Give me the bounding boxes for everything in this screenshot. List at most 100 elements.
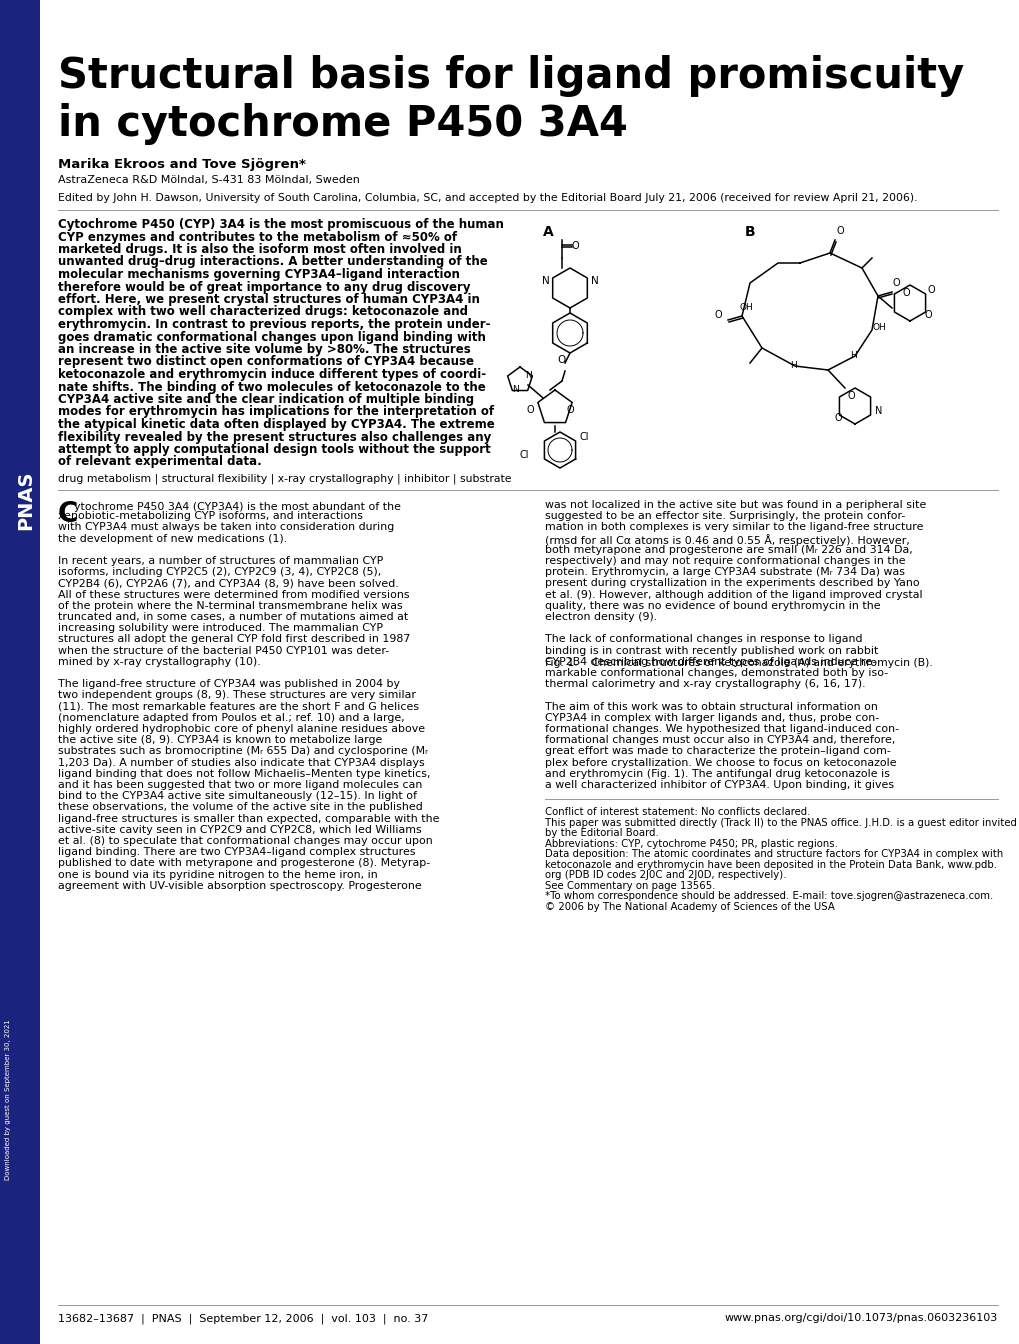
Text: drug metabolism | structural flexibility | x-ray crystallography | inhibitor | s: drug metabolism | structural flexibility…	[58, 474, 511, 484]
Text: complex with two well characterized drugs: ketoconazole and: complex with two well characterized drug…	[58, 305, 468, 319]
Text: ketoconazole and erythromycin induce different types of coordi-: ketoconazole and erythromycin induce dif…	[58, 368, 486, 380]
Text: agreement with UV-visible absorption spectroscopy. Progesterone: agreement with UV-visible absorption spe…	[58, 880, 421, 891]
Text: nate shifts. The binding of two molecules of ketoconazole to the: nate shifts. The binding of two molecule…	[58, 380, 485, 394]
Text: xenobiotic-metabolizing CYP isoforms, and interactions: xenobiotic-metabolizing CYP isoforms, an…	[58, 511, 363, 521]
Text: B: B	[744, 224, 755, 239]
Text: highly ordered hydrophobic core of phenyl alanine residues above: highly ordered hydrophobic core of pheny…	[58, 724, 425, 734]
Text: flexibility revealed by the present structures also challenges any: flexibility revealed by the present stru…	[58, 430, 491, 444]
Text: bind to the CYP3A4 active site simultaneously (12–15). In light of: bind to the CYP3A4 active site simultane…	[58, 792, 417, 801]
Text: when the structure of the bacterial P450 CYP101 was deter-: when the structure of the bacterial P450…	[58, 645, 389, 656]
Text: effort. Here, we present crystal structures of human CYP3A4 in: effort. Here, we present crystal structu…	[58, 293, 479, 306]
Text: The ligand-free structure of CYP3A4 was published in 2004 by: The ligand-free structure of CYP3A4 was …	[58, 679, 399, 689]
Text: marketed drugs. It is also the isoform most often involved in: marketed drugs. It is also the isoform m…	[58, 243, 462, 255]
Text: these observations, the volume of the active site in the published: these observations, the volume of the ac…	[58, 802, 422, 812]
Text: N: N	[590, 276, 598, 286]
Text: markable conformational changes, demonstrated both by iso-: markable conformational changes, demonst…	[544, 668, 888, 677]
Text: quality, there was no evidence of bound erythromycin in the: quality, there was no evidence of bound …	[544, 601, 879, 610]
Text: CYP2B4 (6), CYP2A6 (7), and CYP3A4 (8, 9) have been solved.: CYP2B4 (6), CYP2A6 (7), and CYP3A4 (8, 9…	[58, 578, 398, 589]
Text: O: O	[902, 288, 910, 298]
Text: 13682–13687  |  PNAS  |  September 12, 2006  |  vol. 103  |  no. 37: 13682–13687 | PNAS | September 12, 2006 …	[58, 1313, 428, 1324]
Text: All of these structures were determined from modified versions: All of these structures were determined …	[58, 590, 410, 599]
Text: unwanted drug–drug interactions. A better understanding of the: unwanted drug–drug interactions. A bette…	[58, 255, 487, 269]
Text: of relevant experimental data.: of relevant experimental data.	[58, 456, 262, 469]
Text: AstraZeneca R&D Mölndal, S-431 83 Mölndal, Sweden: AstraZeneca R&D Mölndal, S-431 83 Mölnda…	[58, 175, 360, 185]
Text: erythromycin. In contrast to previous reports, the protein under-: erythromycin. In contrast to previous re…	[58, 319, 490, 331]
Text: ligand binding. There are two CYP3A4–ligand complex structures: ligand binding. There are two CYP3A4–lig…	[58, 847, 415, 857]
Text: (nomenclature adapted from Poulos et al.; ref. 10) and a large,: (nomenclature adapted from Poulos et al.…	[58, 712, 405, 723]
Text: great effort was made to characterize the protein–ligand com-: great effort was made to characterize th…	[544, 746, 890, 757]
Text: O: O	[837, 226, 844, 237]
Text: Downloaded by guest on September 30, 2021: Downloaded by guest on September 30, 202…	[5, 1020, 11, 1180]
Text: thermal calorimetry and x-ray crystallography (6, 16, 17).: thermal calorimetry and x-ray crystallog…	[544, 679, 865, 689]
Text: CYP3A4 active site and the clear indication of multiple binding: CYP3A4 active site and the clear indicat…	[58, 392, 474, 406]
Text: goes dramatic conformational changes upon ligand binding with: goes dramatic conformational changes upo…	[58, 331, 485, 344]
Text: one is bound via its pyridine nitrogen to the heme iron, in: one is bound via its pyridine nitrogen t…	[58, 870, 377, 879]
Text: O: O	[847, 391, 855, 401]
Text: electron density (9).: electron density (9).	[544, 612, 656, 622]
Text: ytochrome P450 3A4 (CYP3A4) is the most abundant of the: ytochrome P450 3A4 (CYP3A4) is the most …	[74, 503, 400, 512]
Text: Fig. 1.    Chemical structures of ketoconazole (A) and erythromycin (B).: Fig. 1. Chemical structures of ketoconaz…	[544, 659, 931, 668]
Text: Marika Ekroos and Tove Sjögren*: Marika Ekroos and Tove Sjögren*	[58, 159, 306, 171]
Text: and it has been suggested that two or more ligand molecules can: and it has been suggested that two or mo…	[58, 780, 422, 790]
Text: Data deposition: The atomic coordinates and structure factors for CYP3A4 in comp: Data deposition: The atomic coordinates …	[544, 849, 1003, 859]
Text: OH: OH	[739, 302, 753, 312]
Text: mation in both complexes is very similar to the ligand-free structure: mation in both complexes is very similar…	[544, 523, 922, 532]
Text: of the protein where the N-terminal transmembrane helix was: of the protein where the N-terminal tran…	[58, 601, 403, 610]
Text: Cytochrome P450 (CYP) 3A4 is the most promiscuous of the human: Cytochrome P450 (CYP) 3A4 is the most pr…	[58, 218, 503, 231]
Text: both metyrapone and progesterone are small (Mᵣ 226 and 314 Da,: both metyrapone and progesterone are sma…	[544, 544, 912, 555]
Text: et al. (8) to speculate that conformational changes may occur upon: et al. (8) to speculate that conformatio…	[58, 836, 432, 845]
Text: CYP3A4 in complex with larger ligands and, thus, probe con-: CYP3A4 in complex with larger ligands an…	[544, 712, 878, 723]
Text: present during crystallization in the experiments described by Yano: present during crystallization in the ex…	[544, 578, 919, 589]
Text: ketoconazole and erythromycin have been deposited in the Protein Data Bank, www.: ketoconazole and erythromycin have been …	[544, 860, 996, 870]
Text: The aim of this work was to obtain structural information on: The aim of this work was to obtain struc…	[544, 702, 877, 711]
Text: org (PDB ID codes 2J0C and 2J0D, respectively).: org (PDB ID codes 2J0C and 2J0D, respect…	[544, 870, 786, 880]
Text: plex before crystallization. We choose to focus on ketoconazole: plex before crystallization. We choose t…	[544, 758, 896, 767]
Text: mined by x-ray crystallography (10).: mined by x-ray crystallography (10).	[58, 657, 261, 667]
Text: O: O	[572, 241, 579, 251]
Text: C: C	[58, 500, 78, 528]
Text: *To whom correspondence should be addressed. E-mail: tove.sjogren@astrazeneca.co: *To whom correspondence should be addres…	[544, 891, 993, 902]
Text: the development of new medications (1).: the development of new medications (1).	[58, 534, 286, 543]
Text: formational changes must occur also in CYP3A4 and, therefore,: formational changes must occur also in C…	[544, 735, 895, 745]
Text: O: O	[835, 413, 842, 423]
Text: N: N	[512, 384, 519, 394]
Text: represent two distinct open conformations of CYP3A4 because: represent two distinct open conformation…	[58, 356, 474, 368]
Text: N: N	[541, 276, 549, 286]
Text: truncated and, in some cases, a number of mutations aimed at: truncated and, in some cases, a number o…	[58, 612, 408, 622]
Text: Cl: Cl	[580, 431, 589, 442]
Text: modes for erythromycin has implications for the interpretation of: modes for erythromycin has implications …	[58, 406, 493, 418]
Text: Conflict of interest statement: No conflicts declared.: Conflict of interest statement: No confl…	[544, 808, 809, 817]
Text: the active site (8, 9). CYP3A4 is known to metabolize large: the active site (8, 9). CYP3A4 is known …	[58, 735, 382, 745]
Text: was not localized in the active site but was found in a peripheral site: was not localized in the active site but…	[544, 500, 925, 509]
Text: attempt to apply computational design tools without the support: attempt to apply computational design to…	[58, 444, 490, 456]
Text: www.pnas.org/cgi/doi/10.1073/pnas.0603236103: www.pnas.org/cgi/doi/10.1073/pnas.060323…	[725, 1313, 997, 1322]
Text: Abbreviations: CYP, cytochrome P450; PR, plastic regions.: Abbreviations: CYP, cytochrome P450; PR,…	[544, 839, 837, 848]
Text: In recent years, a number of structures of mammalian CYP: In recent years, a number of structures …	[58, 556, 383, 566]
Text: Structural basis for ligand promiscuity: Structural basis for ligand promiscuity	[58, 55, 963, 97]
Text: © 2006 by The National Academy of Sciences of the USA: © 2006 by The National Academy of Scienc…	[544, 902, 834, 911]
Text: therefore would be of great importance to any drug discovery: therefore would be of great importance t…	[58, 281, 470, 293]
Text: N: N	[525, 371, 531, 380]
Text: an increase in the active site volume by >80%. The structures: an increase in the active site volume by…	[58, 343, 471, 356]
Text: molecular mechanisms governing CYP3A4–ligand interaction: molecular mechanisms governing CYP3A4–li…	[58, 267, 460, 281]
Text: O: O	[714, 310, 721, 320]
Text: with CYP3A4 must always be taken into consideration during: with CYP3A4 must always be taken into co…	[58, 523, 394, 532]
Text: O: O	[527, 405, 534, 415]
Text: CYP2B4 describing how different types of ligands induce re-: CYP2B4 describing how different types of…	[544, 657, 875, 667]
Text: in cytochrome P450 3A4: in cytochrome P450 3A4	[58, 103, 628, 145]
Text: H: H	[790, 362, 796, 370]
Text: structures all adopt the general CYP fold first described in 1987: structures all adopt the general CYP fol…	[58, 634, 410, 644]
Text: (11). The most remarkable features are the short F and G helices: (11). The most remarkable features are t…	[58, 702, 419, 711]
Text: two independent groups (8, 9). These structures are very similar: two independent groups (8, 9). These str…	[58, 691, 416, 700]
Text: Edited by John H. Dawson, University of South Carolina, Columbia, SC, and accept: Edited by John H. Dawson, University of …	[58, 194, 917, 203]
Text: O: O	[924, 310, 931, 320]
Text: suggested to be an effector site. Surprisingly, the protein confor-: suggested to be an effector site. Surpri…	[544, 511, 905, 521]
Text: OH: OH	[872, 323, 886, 332]
Text: binding is in contrast with recently published work on rabbit: binding is in contrast with recently pub…	[544, 645, 877, 656]
Text: a well characterized inhibitor of CYP3A4. Upon binding, it gives: a well characterized inhibitor of CYP3A4…	[544, 780, 894, 790]
Text: PNAS: PNAS	[16, 470, 36, 530]
Text: published to date with metyrapone and progesterone (8). Metyrap-: published to date with metyrapone and pr…	[58, 859, 430, 868]
Text: 1,203 Da). A number of studies also indicate that CYP3A4 displays: 1,203 Da). A number of studies also indi…	[58, 758, 424, 767]
Text: See Commentary on page 13565.: See Commentary on page 13565.	[544, 880, 714, 891]
Text: and erythromycin (Fig. 1). The antifungal drug ketoconazole is: and erythromycin (Fig. 1). The antifunga…	[544, 769, 890, 778]
